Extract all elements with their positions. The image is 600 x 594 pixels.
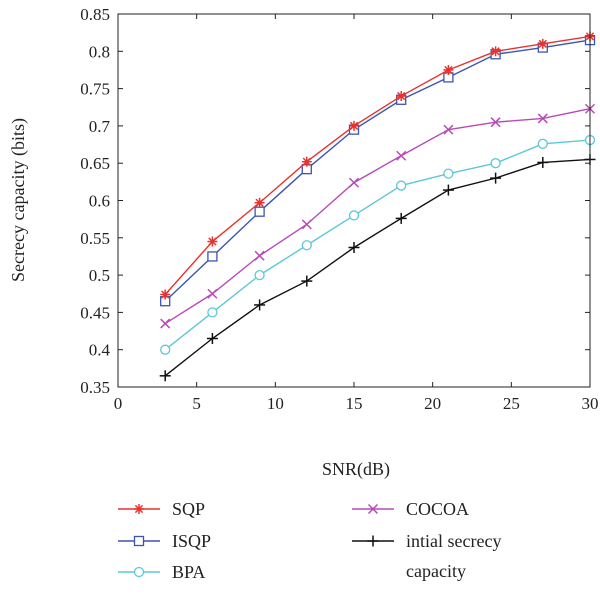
series-line-intial-secrecy-capacity [164,158,591,377]
data-point [207,236,218,247]
x-axis-label: SNR(dB) [322,459,390,480]
data-point [396,91,407,102]
data-point [160,318,171,329]
data-point [395,212,407,224]
y-tick-label: 0.4 [89,341,111,360]
data-point [443,64,454,75]
data-point [537,113,548,124]
data-point [537,38,548,49]
data-point [490,172,502,184]
series-line-bpa [164,139,591,351]
legend-label: BPA [172,562,205,582]
series-line-isqp [164,39,591,302]
data-point [348,177,360,188]
data-point [301,240,312,251]
x-tick-label: 25 [503,394,520,413]
legend-label: COCOA [406,499,469,519]
y-tick-label: 0.65 [80,154,110,173]
data-point [396,150,407,161]
y-tick-label: 0.6 [89,192,110,211]
legend-marker [133,566,145,578]
y-tick-label: 0.45 [80,303,110,322]
data-point [537,138,548,149]
data-point [490,158,501,169]
legend-item: BPA [118,562,205,582]
legend-item: intial secrecy capacity [352,531,501,581]
y-tick-label: 0.85 [80,5,110,24]
data-point [348,241,360,253]
data-point [349,120,359,131]
data-point [301,275,313,287]
y-axis-label: Secrecy capacity (bits) [8,118,29,282]
legend: SQP ISQP BPA COCOA intial secrecy capacity [118,499,501,582]
data-point [254,299,266,311]
data-point [160,289,171,300]
legend-label: intial secrecy capacity [406,531,501,581]
legend-item: COCOA [352,499,469,519]
data-point [254,206,265,217]
legend-marker [367,535,379,547]
data-point [490,46,501,57]
legend-label: SQP [172,499,205,519]
y-tick-label: 0.7 [89,117,111,136]
data-point [490,117,501,128]
x-tick-label: 5 [192,394,201,413]
x-tick-label: 0 [114,394,123,413]
series-line-cocoa [164,108,591,325]
y-tick-label: 0.8 [89,42,110,61]
y-tick-label: 0.35 [80,378,110,397]
plot-area [159,31,596,382]
data-point [206,333,218,345]
data-point [160,344,171,355]
legend-marker [367,503,379,515]
y-tick-label: 0.5 [89,266,110,285]
legend-marker [134,504,144,514]
x-tick-label: 10 [267,394,284,413]
data-point [443,168,454,179]
data-point [396,180,407,191]
data-point [254,250,265,261]
legend-label: ISQP [172,531,211,551]
series-line-sqp [164,35,591,295]
data-point [207,307,218,318]
legend-item: SQP [118,499,205,519]
data-point [159,370,171,382]
data-point [207,288,218,299]
data-point [301,156,312,167]
x-tick-label: 20 [424,394,441,413]
legend-marker [133,535,145,547]
data-point [254,197,265,208]
data-point [301,219,312,230]
y-tick-label: 0.75 [80,80,110,99]
legend-item: ISQP [118,531,211,551]
x-tick-label: 30 [582,394,599,413]
data-point [207,251,218,262]
data-point [348,210,360,221]
data-point [537,156,549,168]
data-point [254,269,265,281]
data-point [443,124,454,135]
x-tick-label: 15 [346,394,363,413]
axes: 0 5 10 15 20 25 30 0.35 0.4 0.45 0.5 0.55 0.6 0.65 0.7… [80,5,598,413]
data-point [442,184,454,196]
y-tick-label: 0.55 [80,229,110,248]
